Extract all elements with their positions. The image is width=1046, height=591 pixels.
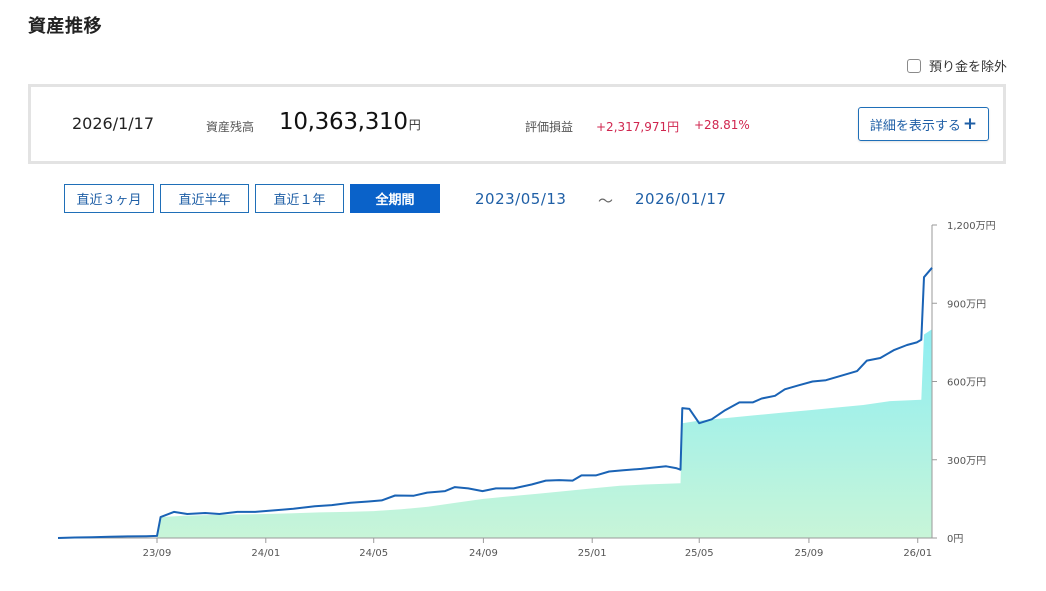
principal-area — [58, 329, 932, 538]
range-start-date[interactable]: 2023/05/13 — [475, 190, 567, 208]
y-tick-label: 900万円 — [947, 299, 986, 310]
tab-last-6-months[interactable]: 直近半年 — [160, 184, 249, 213]
y-tick-labels: 0円 300万円 600万円 900万円 1,200万円 — [932, 221, 996, 545]
show-details-label: 詳細を表示する — [869, 118, 961, 134]
exclude-deposit-toggle[interactable]: 預り金を除外 — [906, 56, 1007, 75]
x-tick-label: 25/09 — [795, 548, 824, 559]
asset-summary-panel: 2026/1/17 資産残高 10,363,310円 評価損益 +2,317,9… — [28, 84, 1006, 164]
exclude-deposit-checkbox[interactable] — [906, 58, 921, 73]
x-tick-label: 24/05 — [359, 548, 388, 559]
plus-icon: + — [962, 113, 978, 134]
x-tick-label: 23/09 — [143, 548, 172, 559]
x-tick-label: 25/01 — [578, 548, 607, 559]
x-tick-label: 25/05 — [685, 548, 714, 559]
y-tick-label: 0円 — [947, 534, 963, 545]
period-tabs: 直近３ヶ月 直近半年 直近１年 全期間 — [64, 184, 440, 213]
exclude-deposit-label: 預り金を除外 — [928, 60, 1007, 75]
show-details-button[interactable]: 詳細を表示する + — [858, 107, 989, 141]
y-tick-label: 300万円 — [947, 456, 986, 467]
tab-last-3-months[interactable]: 直近３ヶ月 — [64, 184, 154, 213]
tab-all-period[interactable]: 全期間 — [350, 184, 440, 213]
balance-value: 10,363,310円 — [279, 109, 421, 135]
x-tick-label: 26/01 — [903, 548, 932, 559]
x-tick-labels: 23/09 24/01 24/05 24/09 25/01 25/05 25/09 26/01 — [143, 538, 932, 559]
range-end-date[interactable]: 2026/01/17 — [635, 190, 727, 208]
x-tick-label: 24/01 — [251, 548, 280, 559]
total-assets-line-path — [57, 267, 933, 539]
balance-amount: 10,363,310 — [279, 109, 408, 135]
profit-loss-amount: +2,317,971円 — [596, 120, 680, 134]
profit-loss-label: 評価損益 — [525, 120, 574, 134]
principal-area-shape — [58, 329, 932, 538]
profit-loss-percent: +28.81% — [694, 118, 750, 132]
balance-label: 資産残高 — [206, 120, 255, 134]
y-tick-label: 600万円 — [947, 378, 986, 389]
y-tick-label: 1,200万円 — [947, 221, 996, 232]
summary-date: 2026/1/17 — [72, 114, 155, 133]
x-tick-label: 24/09 — [469, 548, 498, 559]
total-assets-line — [57, 267, 933, 539]
tab-last-1-year[interactable]: 直近１年 — [255, 184, 344, 213]
range-separator: ～ — [598, 192, 614, 210]
balance-unit: 円 — [408, 118, 421, 132]
page-title: 資産推移 — [28, 16, 102, 37]
